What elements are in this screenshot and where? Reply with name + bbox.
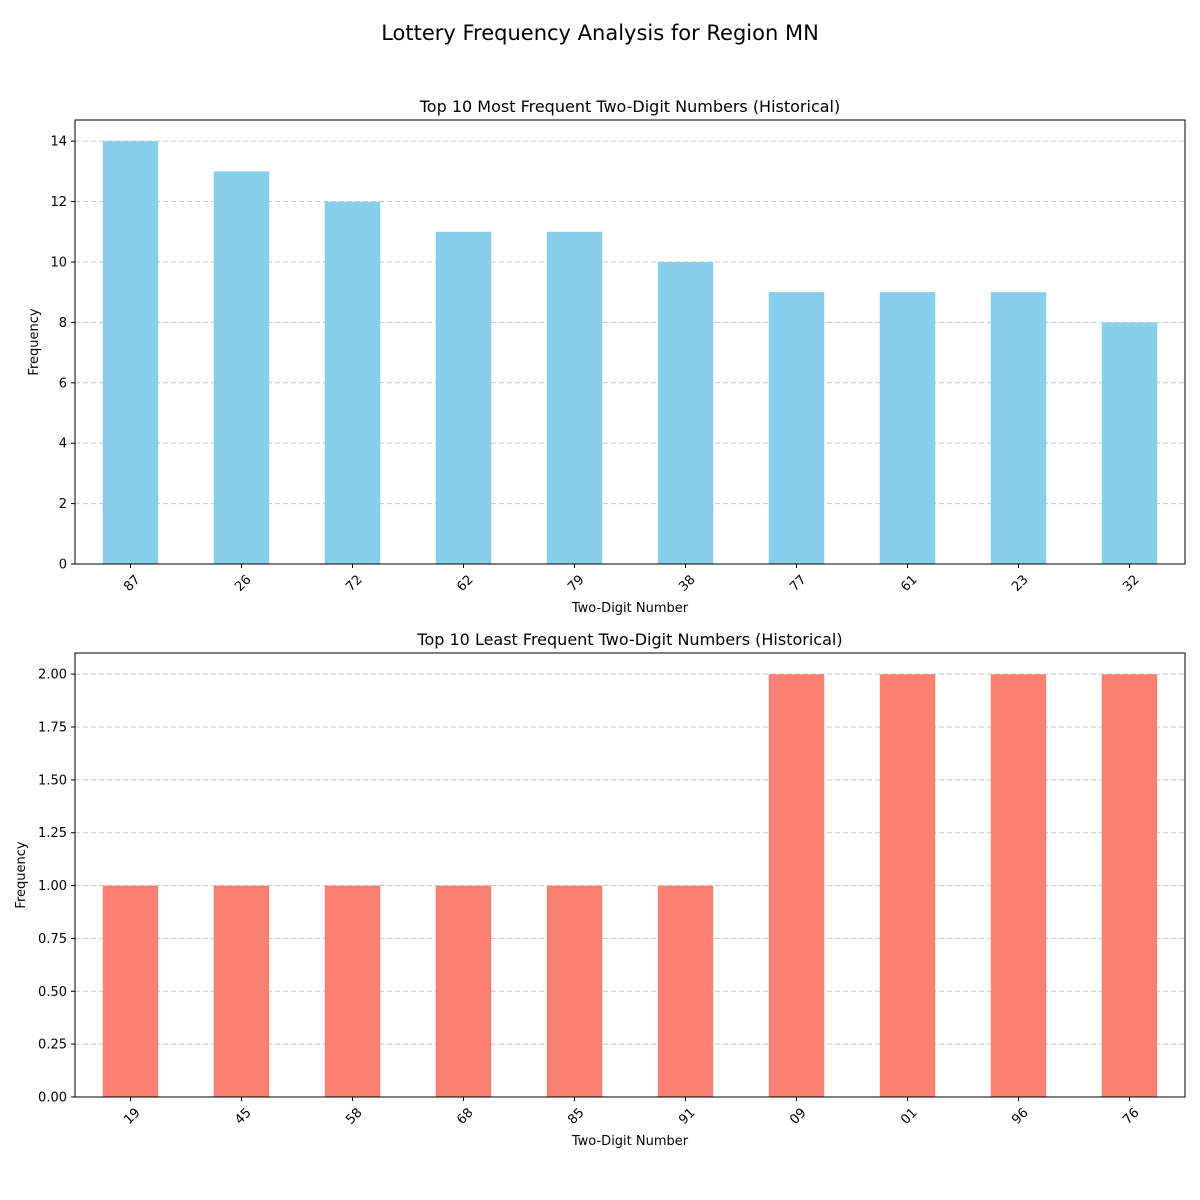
chart-0-ytick-label: 6 xyxy=(59,376,67,391)
chart-1-xtick-label: 58 xyxy=(343,1105,365,1127)
chart-1-bar-19 xyxy=(102,885,159,1097)
chart-0-axes-frame xyxy=(74,119,1186,565)
chart-0-ytick-label: 14 xyxy=(50,135,67,150)
chart-0-ytick-label: 4 xyxy=(59,437,67,452)
chart-0-bar-32 xyxy=(1101,322,1158,564)
chart-1-bar-45 xyxy=(213,885,270,1097)
chart-1-bar-68 xyxy=(435,885,492,1097)
chart-least-frequent: 0.00 0.25 0.50 0.75 1.00 1.25 1.50 1.75 2.00 19 45… xyxy=(14,630,1186,1149)
chart-1-bar-96 xyxy=(990,674,1047,1097)
chart-0-ytick-label: 2 xyxy=(59,497,67,512)
chart-0-ytick-label: 8 xyxy=(59,316,67,331)
chart-0-xtick-label: 72 xyxy=(343,572,365,594)
chart-1-ylabel: Frequency xyxy=(14,841,29,908)
chart-1-xtick-label: 91 xyxy=(676,1105,698,1127)
chart-1-ytick-label: 0.50 xyxy=(38,985,67,1000)
figure-title: Lottery Frequency Analysis for Region MN xyxy=(381,21,819,45)
chart-0-xlabel: Two-Digit Number xyxy=(571,601,689,616)
chart-0-xtick-label: 32 xyxy=(1120,572,1142,594)
chart-0-ytick-label: 0 xyxy=(59,558,67,573)
chart-0-xtick-label: 62 xyxy=(454,572,476,594)
chart-1-xtick-label: 01 xyxy=(898,1105,920,1127)
chart-1-ytick-label: 1.75 xyxy=(38,721,67,736)
chart-1-ytick-label: 1.00 xyxy=(38,879,67,894)
chart-1-ytick-label: 2.00 xyxy=(38,668,67,683)
chart-0-xtick-label: 61 xyxy=(898,572,920,594)
chart-0-ytick-label: 10 xyxy=(50,255,67,270)
chart-0-ytick-label: 12 xyxy=(50,195,67,210)
chart-0-xtick-label: 26 xyxy=(232,572,254,594)
chart-0-bar-72 xyxy=(324,201,381,564)
chart-0-xtick-label: 23 xyxy=(1009,572,1031,594)
chart-1-xlabel: Two-Digit Number xyxy=(571,1134,689,1149)
chart-1-bar-91 xyxy=(657,885,714,1097)
chart-0-bar-61 xyxy=(879,292,936,564)
chart-1-xtick-label: 85 xyxy=(565,1105,587,1127)
chart-0-bar-79 xyxy=(546,231,603,564)
chart-1-bar-85 xyxy=(546,885,603,1097)
chart-0-xtick-label: 79 xyxy=(565,572,587,594)
chart-0-ylabel: Frequency xyxy=(27,308,42,375)
chart-1-ytick-label: 1.50 xyxy=(38,773,67,788)
chart-0-bar-87 xyxy=(102,141,159,564)
chart-1-ytick-label: 1.25 xyxy=(38,826,67,841)
chart-0-title: Top 10 Most Frequent Two-Digit Numbers (… xyxy=(419,97,841,116)
chart-0-bar-26 xyxy=(213,171,270,565)
chart-1-ytick-label: 0.75 xyxy=(38,932,67,947)
chart-1-bar-58 xyxy=(324,885,381,1097)
chart-1-bar-09 xyxy=(768,674,825,1097)
chart-0-xtick-label: 38 xyxy=(676,572,698,594)
chart-1-xtick-label: 19 xyxy=(121,1105,143,1127)
chart-0-xtick-label: 87 xyxy=(121,572,143,594)
chart-1-ytick-label: 0.00 xyxy=(38,1091,67,1106)
chart-1-xtick-label: 09 xyxy=(787,1105,809,1127)
chart-0-bar-38 xyxy=(657,261,714,564)
chart-1-axes-frame xyxy=(74,652,1186,1098)
chart-most-frequent: 0 2 4 6 8 10 12 14 87 26 72 62 79 38 77 61 23 32 Top 10 Mo… xyxy=(27,97,1186,616)
chart-1-xtick-label: 68 xyxy=(454,1105,476,1127)
chart-1-bar-76 xyxy=(1101,674,1158,1097)
chart-0-bar-23 xyxy=(990,292,1047,564)
chart-1-ytick-label: 0.25 xyxy=(38,1038,67,1053)
chart-1-xtick-label: 76 xyxy=(1120,1105,1142,1127)
chart-1-bar-01 xyxy=(879,674,936,1097)
chart-0-bar-62 xyxy=(435,231,492,564)
chart-1-xtick-label: 45 xyxy=(232,1105,254,1127)
chart-1-title: Top 10 Least Frequent Two-Digit Numbers … xyxy=(416,630,842,649)
chart-1-xtick-label: 96 xyxy=(1009,1105,1031,1127)
chart-0-xtick-label: 77 xyxy=(787,572,809,594)
chart-0-bar-77 xyxy=(768,292,825,564)
